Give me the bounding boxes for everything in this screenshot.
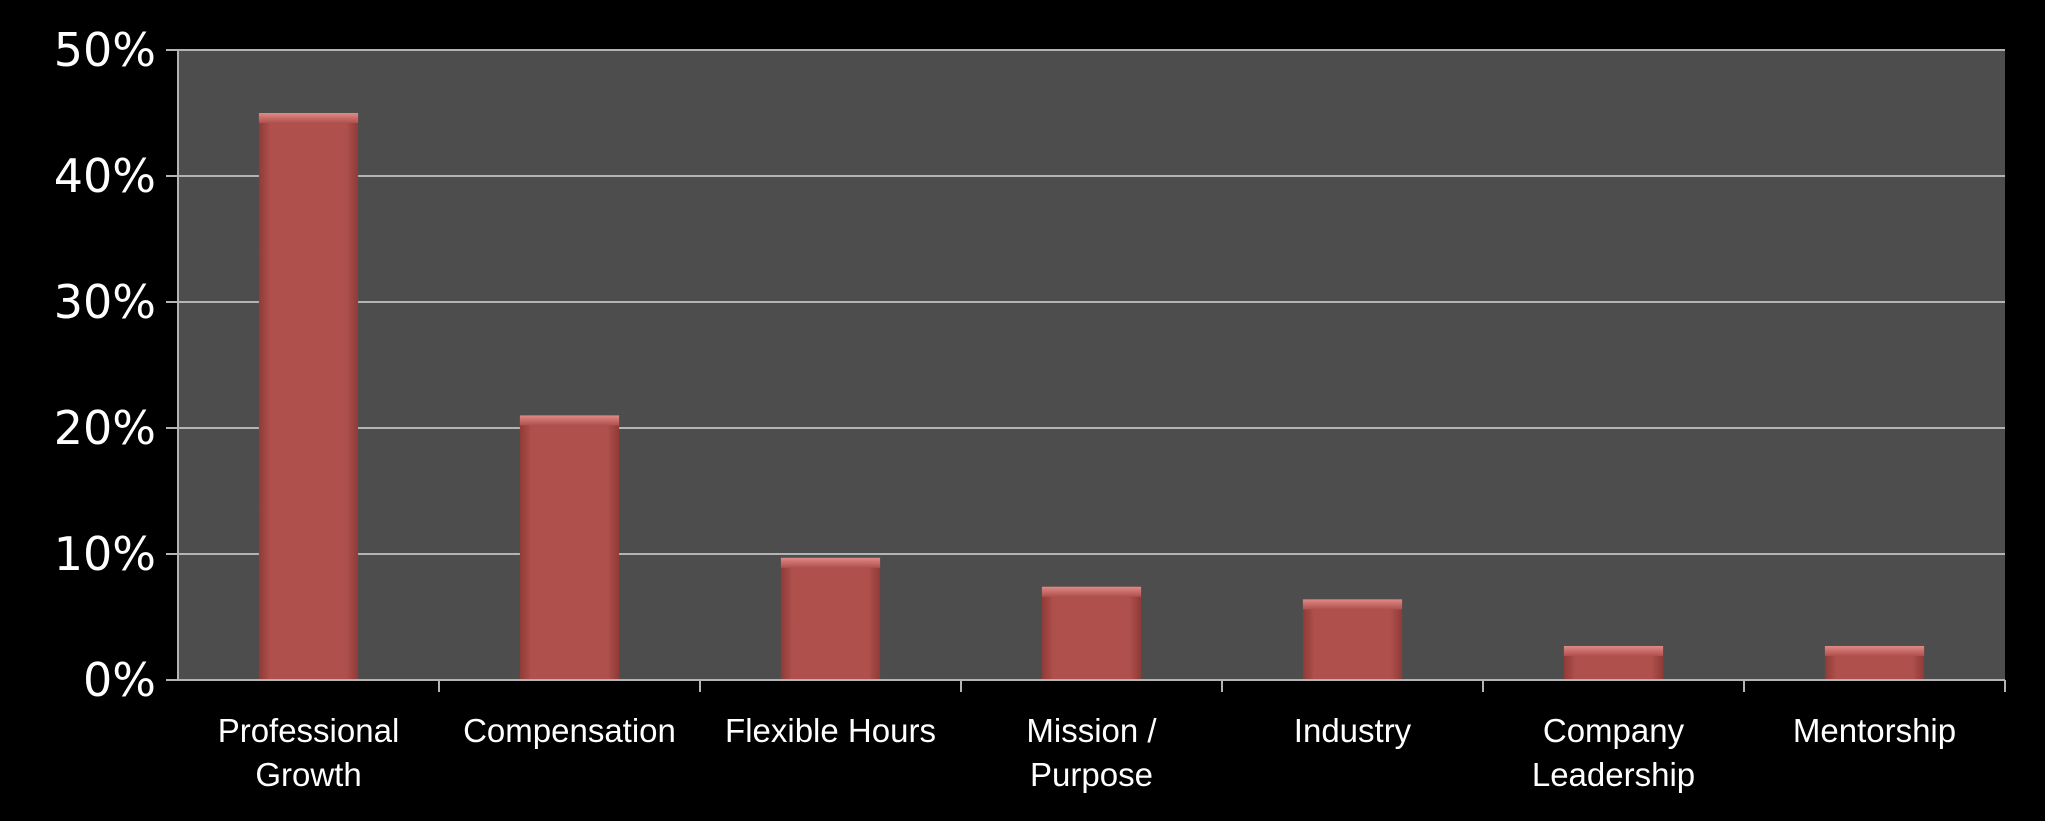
x-category-label-line: Mentorship xyxy=(1793,712,1956,749)
x-category-label-line: Purpose xyxy=(1030,756,1153,793)
y-tick-label: 20% xyxy=(54,401,156,455)
x-category-label: Company Leadership xyxy=(1532,712,1695,793)
bar-cap xyxy=(258,113,359,123)
bar xyxy=(1563,645,1664,680)
bar-cap xyxy=(1302,599,1403,610)
bar xyxy=(1041,586,1142,680)
bar-cap xyxy=(1563,645,1664,656)
bar xyxy=(1302,599,1403,680)
x-category-label: Mission / Purpose xyxy=(1026,712,1157,793)
x-category-label: Mentorship xyxy=(1793,712,1956,749)
bar-body xyxy=(519,415,620,680)
y-tick-label: 50% xyxy=(54,23,156,77)
bar-body xyxy=(1302,599,1403,680)
x-category-label-line: Mission / xyxy=(1026,712,1157,749)
x-category-label: Professional Growth xyxy=(218,712,400,793)
x-category-label-line: Growth xyxy=(255,756,361,793)
gridlines xyxy=(178,49,2005,555)
y-tick-label: 30% xyxy=(54,275,156,329)
bar xyxy=(780,557,881,680)
bar-cap xyxy=(519,415,620,426)
x-category-label-line: Leadership xyxy=(1532,756,1695,793)
bar xyxy=(519,415,620,680)
x-category-label-line: Company xyxy=(1543,712,1685,749)
bar-body xyxy=(1041,586,1142,680)
bar xyxy=(258,113,359,680)
y-axis-ticks: 0% 10% 20% 30% 40% 50% xyxy=(54,23,178,707)
x-category-label: Industry xyxy=(1294,712,1412,749)
x-category-label-line: Professional xyxy=(218,712,400,749)
x-category-label-line: Flexible Hours xyxy=(725,712,936,749)
y-tick-label: 40% xyxy=(54,149,156,203)
axes xyxy=(177,50,2006,692)
bar-cap xyxy=(780,557,881,568)
bar-body xyxy=(258,113,359,680)
x-category-label-line: Compensation xyxy=(463,712,676,749)
x-category-label-line: Industry xyxy=(1294,712,1412,749)
bar-body xyxy=(780,557,881,680)
plot-area xyxy=(178,50,2005,680)
y-tick-label: 0% xyxy=(83,653,156,707)
x-axis-labels: Professional Growth Compensation Flexible H… xyxy=(218,712,1956,793)
bar-cap xyxy=(1041,586,1142,597)
x-category-label: Compensation xyxy=(463,712,676,749)
y-tick-label: 10% xyxy=(54,527,156,581)
x-category-label: Flexible Hours xyxy=(725,712,936,749)
bars xyxy=(258,113,1925,680)
bar xyxy=(1824,645,1925,680)
bar-cap xyxy=(1824,645,1925,656)
